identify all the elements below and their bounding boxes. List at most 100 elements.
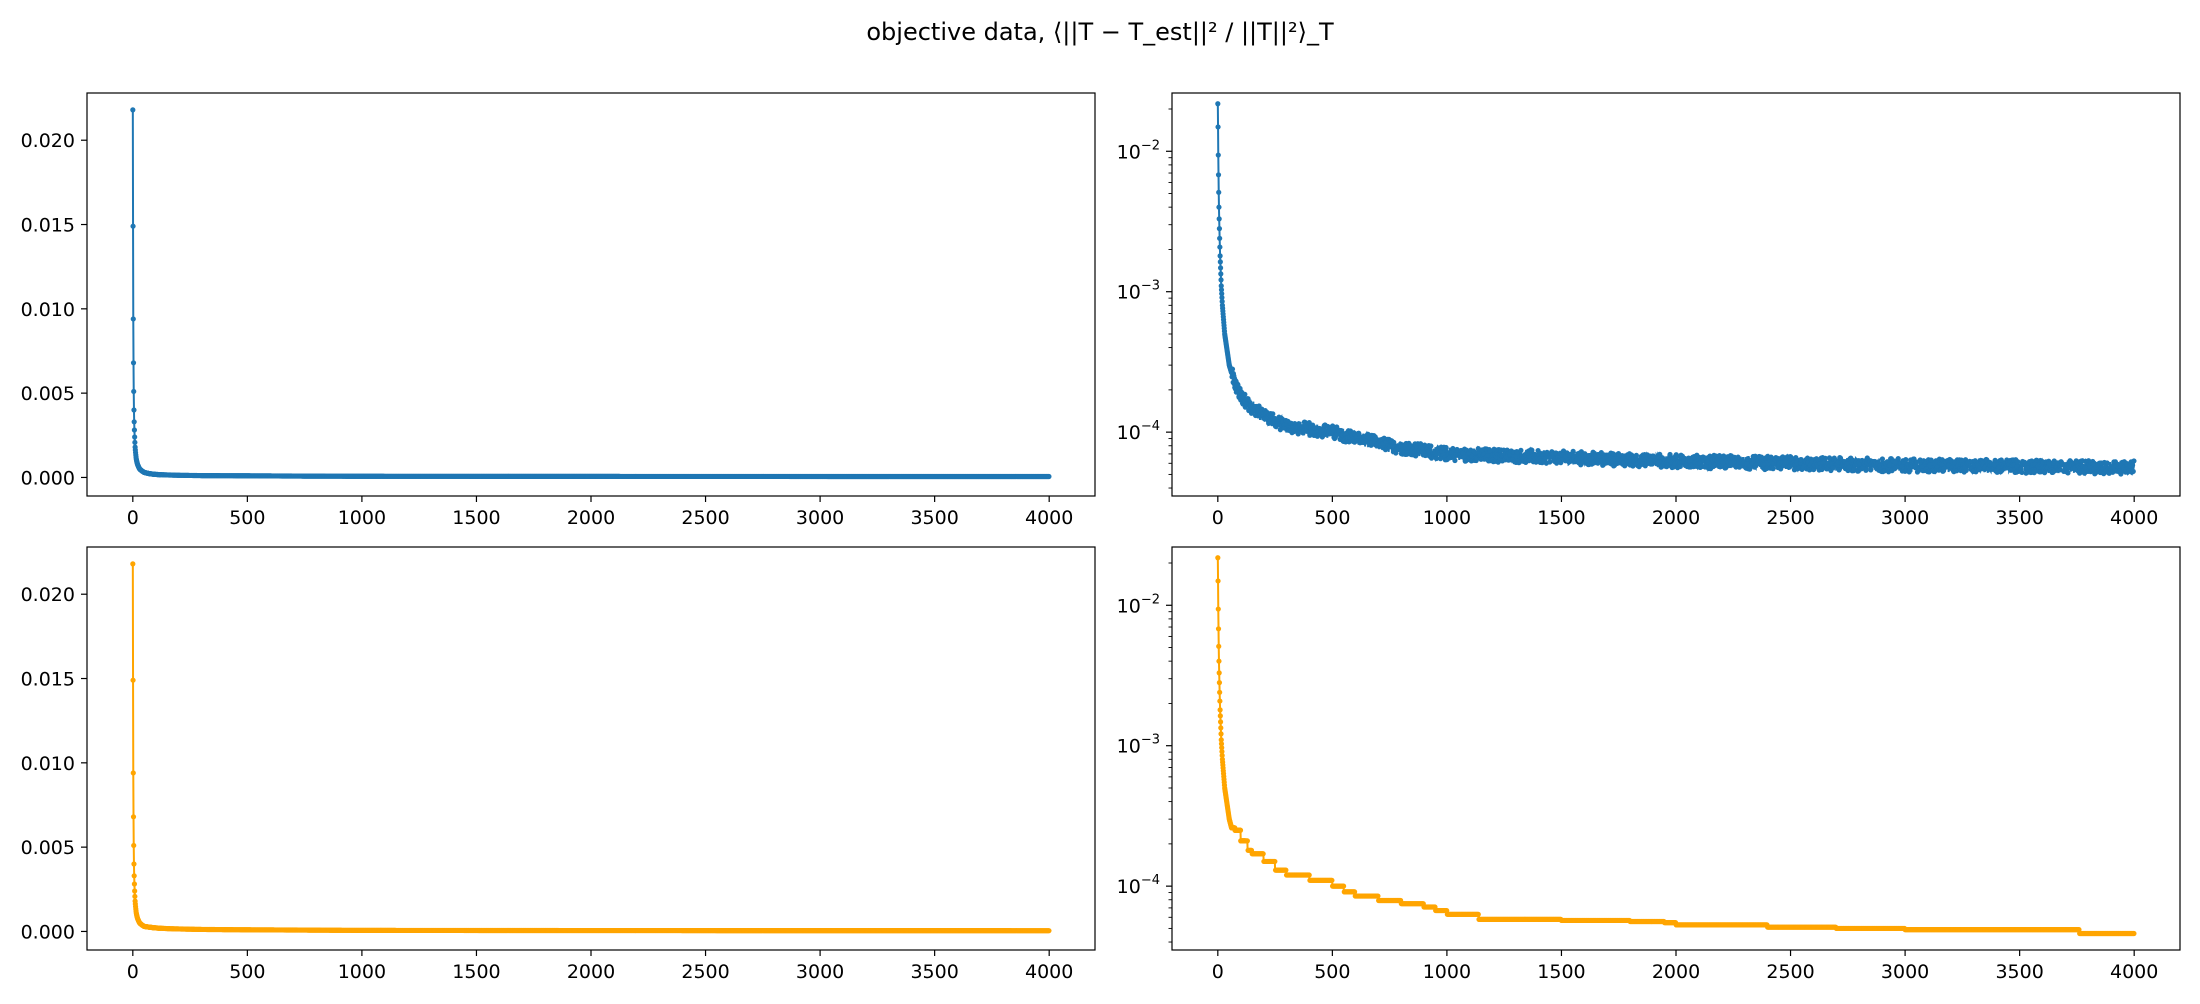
x-tick-label: 4000 — [1025, 507, 1073, 529]
data-point — [1771, 466, 1776, 471]
data-point — [1245, 396, 1250, 401]
x-tick-label: 3000 — [796, 961, 844, 983]
data-point — [1868, 467, 1873, 472]
x-tick-label: 4000 — [1025, 961, 1073, 983]
data-point — [1217, 216, 1222, 221]
data-point — [1341, 884, 1346, 889]
data-point — [1216, 659, 1221, 664]
x-tick-label: 3500 — [910, 961, 958, 983]
data-point — [131, 861, 136, 866]
data-point — [1218, 725, 1223, 730]
y-tick-label: 10−4 — [1117, 873, 1160, 898]
y-tick-label: 0.010 — [21, 753, 75, 775]
data-point — [132, 440, 137, 445]
x-tick-label: 3000 — [1881, 507, 1929, 529]
data-point — [1582, 451, 1587, 456]
y-tick-label: 10−2 — [1117, 592, 1160, 617]
data-point — [1964, 468, 1969, 473]
data-point — [1428, 443, 1433, 448]
data-point — [1452, 458, 1457, 463]
data-point — [1216, 190, 1221, 195]
x-tick-label: 1500 — [452, 507, 500, 529]
data-point — [1375, 893, 1380, 898]
data-point — [130, 561, 135, 566]
data-point — [131, 814, 136, 819]
data-point — [2042, 470, 2047, 475]
data-point — [1356, 431, 1361, 436]
data-point — [132, 894, 137, 899]
y-tick-label: 0.010 — [21, 299, 75, 321]
data-point — [132, 434, 137, 439]
data-point — [1216, 626, 1221, 631]
y-tick-label: 0.015 — [21, 669, 75, 691]
data-point — [1218, 271, 1223, 276]
x-tick-label: 1000 — [338, 961, 386, 983]
x-tick-label: 1500 — [452, 961, 500, 983]
data-point — [1216, 172, 1221, 177]
x-tick-label: 500 — [229, 961, 265, 983]
data-point — [1215, 101, 1220, 106]
data-point — [1218, 253, 1223, 258]
data-point — [132, 881, 137, 886]
x-tick-label: 3500 — [1995, 961, 2043, 983]
data-point — [1215, 555, 1220, 560]
x-tick-label: 0 — [1212, 507, 1224, 529]
data-point — [1216, 644, 1221, 649]
data-point — [1283, 868, 1288, 873]
data-point — [1903, 457, 1908, 462]
figure-title: objective data, ⟨||T − T_est||² / ||T||²… — [0, 18, 2200, 46]
y-tick-label: 10−3 — [1117, 733, 1160, 758]
data-point — [1216, 606, 1221, 611]
data-point — [2131, 469, 2136, 474]
data-point — [1218, 265, 1223, 270]
y-tick-label: 10−2 — [1117, 138, 1160, 163]
x-tick-label: 0 — [127, 961, 139, 983]
data-point — [1046, 474, 1051, 479]
data-point — [132, 873, 137, 878]
data-point — [2131, 458, 2136, 463]
x-tick-label: 3000 — [1881, 961, 1929, 983]
x-tick-label: 2000 — [1652, 961, 1700, 983]
data-point — [2105, 460, 2110, 465]
y-tick-label: 0.020 — [21, 130, 75, 152]
x-tick-label: 0 — [1212, 961, 1224, 983]
data-point — [1215, 578, 1220, 583]
x-tick-label: 0 — [127, 507, 139, 529]
data-point — [1443, 445, 1448, 450]
y-tick-label: 10−4 — [1117, 419, 1160, 444]
x-tick-label: 500 — [1314, 507, 1350, 529]
data-point — [1863, 468, 1868, 473]
x-tick-label: 2500 — [1766, 507, 1814, 529]
data-point — [1270, 411, 1275, 416]
x-tick-label: 3500 — [1995, 507, 2043, 529]
data-point — [131, 843, 136, 848]
x-tick-label: 2000 — [1652, 507, 1700, 529]
x-tick-label: 3000 — [796, 507, 844, 529]
data-point — [1391, 440, 1396, 445]
data-point — [1217, 690, 1222, 695]
data-point — [1518, 448, 1523, 453]
x-tick-label: 1500 — [1537, 507, 1585, 529]
data-point — [1242, 392, 1247, 397]
x-tick-label: 2000 — [567, 507, 615, 529]
x-tick-label: 2500 — [681, 507, 729, 529]
x-tick-label: 4000 — [2110, 507, 2158, 529]
data-point — [1218, 277, 1223, 282]
data-point — [1046, 928, 1051, 933]
x-tick-label: 1000 — [338, 507, 386, 529]
data-point — [2065, 470, 2070, 475]
data-point — [1217, 698, 1222, 703]
data-point — [1476, 912, 1481, 917]
data-point — [131, 389, 136, 394]
y-tick-label: 0.015 — [21, 215, 75, 237]
data-point — [1599, 450, 1604, 455]
data-point — [132, 427, 137, 432]
axes-frame — [87, 93, 1095, 496]
data-point — [1217, 670, 1222, 675]
data-point — [1216, 205, 1221, 210]
data-point — [1998, 469, 2003, 474]
